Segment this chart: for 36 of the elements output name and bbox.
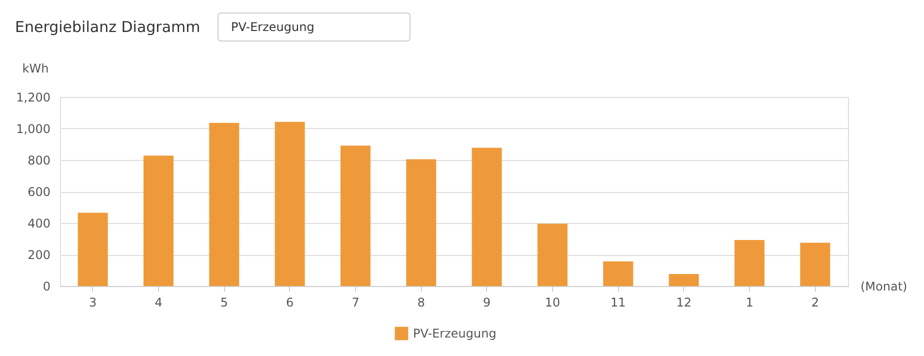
x-tick-label: 10	[544, 296, 560, 310]
bar	[209, 122, 240, 286]
x-tick-label: 12	[676, 296, 692, 310]
bar	[800, 242, 830, 286]
legend-label: PV-Erzeugung	[413, 326, 496, 340]
x-tick-label: 7	[352, 296, 360, 310]
x-tick-label: 1	[746, 296, 754, 310]
y-tick-label: 400	[28, 216, 50, 230]
y-tick-label: 200	[28, 248, 50, 262]
y-tick-label: 1,000	[16, 122, 50, 136]
bar	[274, 122, 305, 286]
x-tick-label: 5	[220, 296, 228, 310]
y-tick-label: 800	[28, 154, 50, 168]
bar	[144, 156, 174, 286]
x-tick-label: 2	[811, 296, 819, 310]
bar	[734, 240, 764, 286]
y-tick-label: 0	[42, 280, 50, 294]
chart-title: Energiebilanz Diagramm	[15, 18, 200, 36]
y-axis-title: kWh	[22, 62, 49, 76]
x-tick-label: 4	[154, 296, 162, 310]
bar	[538, 224, 568, 286]
bar	[340, 146, 370, 286]
bar	[472, 148, 502, 286]
bar	[78, 212, 108, 286]
x-tick-label: 11	[610, 296, 626, 310]
x-tick-label: 6	[286, 296, 294, 310]
y-tick-label: 1,200	[16, 90, 50, 104]
x-tick-label: 9	[483, 296, 491, 310]
text: PV-Erzeugung	[231, 20, 314, 34]
y-tick-label: 600	[28, 185, 50, 199]
bar	[668, 274, 699, 286]
x-tick-label: 8	[417, 296, 425, 310]
x-tick-label: 3	[89, 296, 97, 310]
bar	[406, 159, 436, 286]
bar	[603, 261, 634, 286]
x-axis-title: (Monat)	[860, 280, 908, 294]
